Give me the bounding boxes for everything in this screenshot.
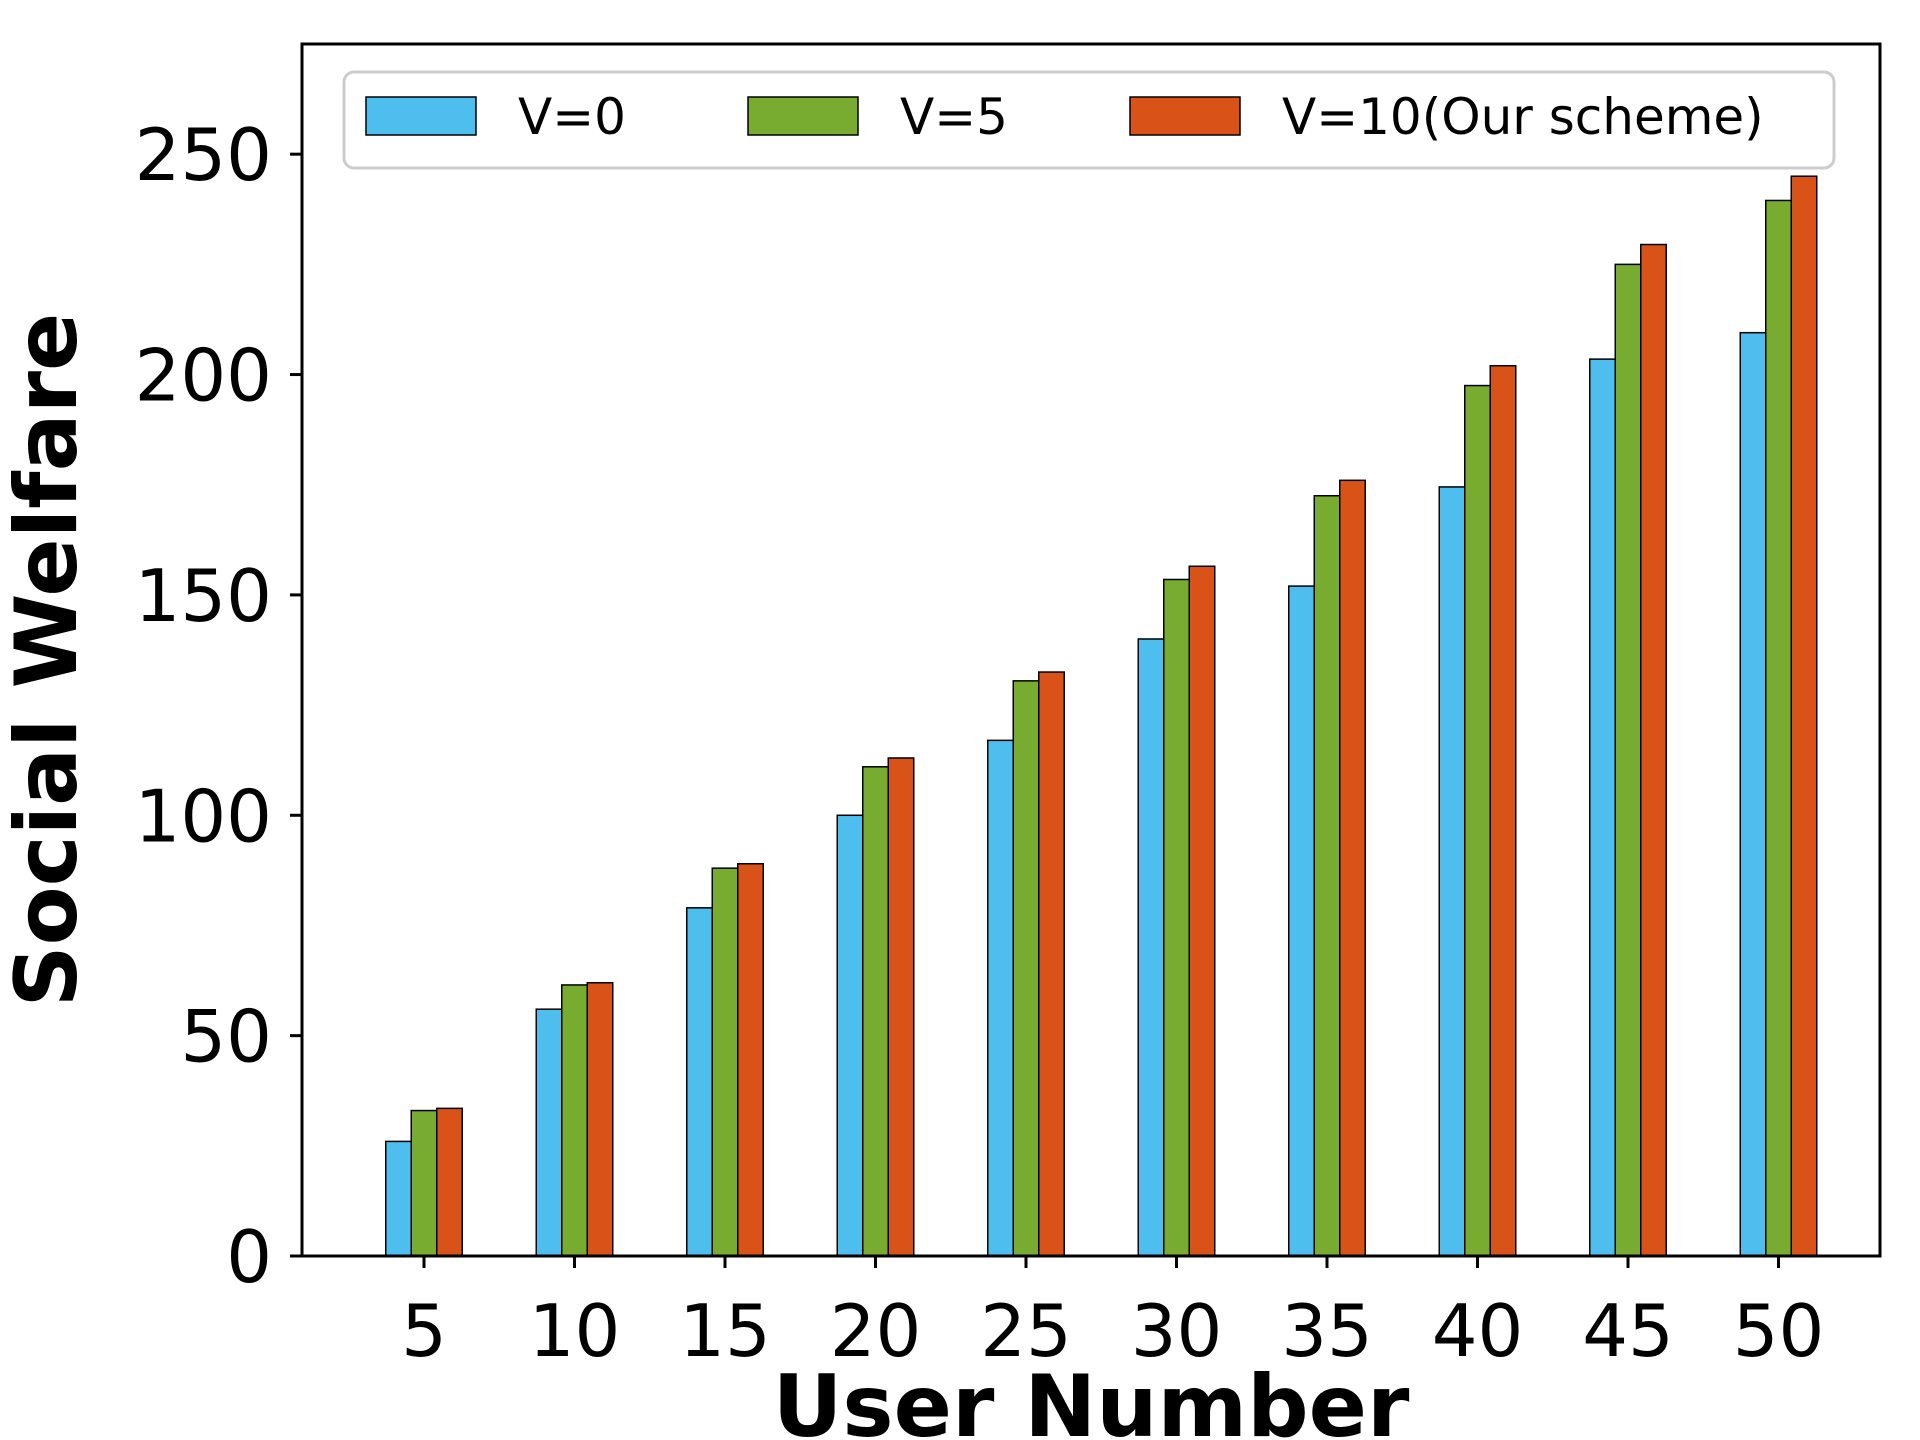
bar-v-0-50: [1739, 331, 1767, 1257]
bar-v-10-our-scheme-50: [1790, 175, 1818, 1257]
x-axis-title: User Number: [773, 1357, 1410, 1440]
bar-v-10-our-scheme-45: [1640, 243, 1667, 1257]
y-axis-ticks: 0 50 100 150 200 250: [135, 113, 302, 1299]
x-tick-label-25: 25: [980, 1289, 1072, 1373]
x-tick-label-40: 40: [1432, 1289, 1524, 1373]
x-tick-label-20: 20: [830, 1289, 922, 1373]
bar-v-10-our-scheme-35: [1339, 479, 1366, 1257]
bar-v-5-25: [1012, 680, 1040, 1257]
bar-v-0-35: [1288, 585, 1315, 1257]
plot-frame: [300, 42, 1882, 1258]
legend-swatch-2: [747, 96, 859, 136]
bar-v-10-our-scheme-15: [737, 863, 764, 1257]
y-tick-label-0: 0: [226, 1215, 272, 1299]
x-tick-label-35: 35: [1281, 1289, 1373, 1373]
bar-v-10-our-scheme-10: [586, 982, 614, 1257]
x-tick-label-10: 10: [529, 1289, 621, 1373]
legend-swatch-1: [365, 96, 477, 136]
legend: V=0 V=5 V=10(Our scheme): [342, 70, 1836, 170]
bar-v-5-15: [711, 867, 739, 1257]
bar-v-10-our-scheme-25: [1038, 671, 1065, 1257]
bar-v-5-40: [1464, 384, 1491, 1257]
bar-v-5-20: [862, 766, 889, 1257]
bar-v-5-10: [561, 984, 588, 1257]
x-tick-label-45: 45: [1582, 1289, 1674, 1373]
legend-box: [342, 70, 1836, 170]
bar-v-5-30: [1163, 578, 1190, 1257]
y-tick-label-50: 50: [180, 995, 272, 1079]
bar-v-5-50: [1765, 199, 1792, 1257]
bar-v-10-our-scheme-5: [436, 1107, 463, 1257]
bar-v-10-our-scheme-30: [1188, 565, 1216, 1257]
bar-v-0-30: [1137, 638, 1165, 1257]
x-axis-ticks: 5 10 15 20 25 30 35 40 45 50: [401, 1256, 1824, 1373]
bar-v-10-our-scheme-40: [1489, 364, 1517, 1257]
x-tick-label-5: 5: [401, 1289, 447, 1373]
bar-v-0-25: [987, 739, 1014, 1257]
y-tick-label-200: 200: [135, 334, 272, 418]
x-tick-label-50: 50: [1733, 1289, 1825, 1373]
bar-v-0-10: [535, 1008, 563, 1257]
bar-v-0-40: [1438, 486, 1466, 1257]
y-tick-label-150: 150: [135, 554, 272, 638]
x-tick-label-15: 15: [679, 1289, 771, 1373]
legend-label-3: V=10(Our scheme): [1282, 88, 1764, 146]
bar-v-0-15: [686, 907, 713, 1257]
legend-label-1: V=0: [518, 88, 626, 146]
y-tick-label-250: 250: [135, 113, 272, 197]
y-tick-label-100: 100: [135, 774, 272, 858]
bar-v-0-5: [385, 1140, 412, 1257]
y-axis-title: Social Welfare: [0, 313, 97, 1008]
legend-swatch-3: [1129, 96, 1241, 136]
bar-v-10-our-scheme-20: [887, 757, 915, 1257]
legend-label-2: V=5: [900, 88, 1008, 146]
bar-v-0-20: [836, 814, 864, 1257]
bars-layer: [385, 175, 1818, 1257]
bar-v-5-35: [1313, 495, 1341, 1257]
bar-v-0-45: [1589, 358, 1616, 1257]
x-tick-label-30: 30: [1131, 1289, 1223, 1373]
bar-v-5-45: [1614, 263, 1642, 1257]
bar-v-5-5: [410, 1109, 438, 1257]
